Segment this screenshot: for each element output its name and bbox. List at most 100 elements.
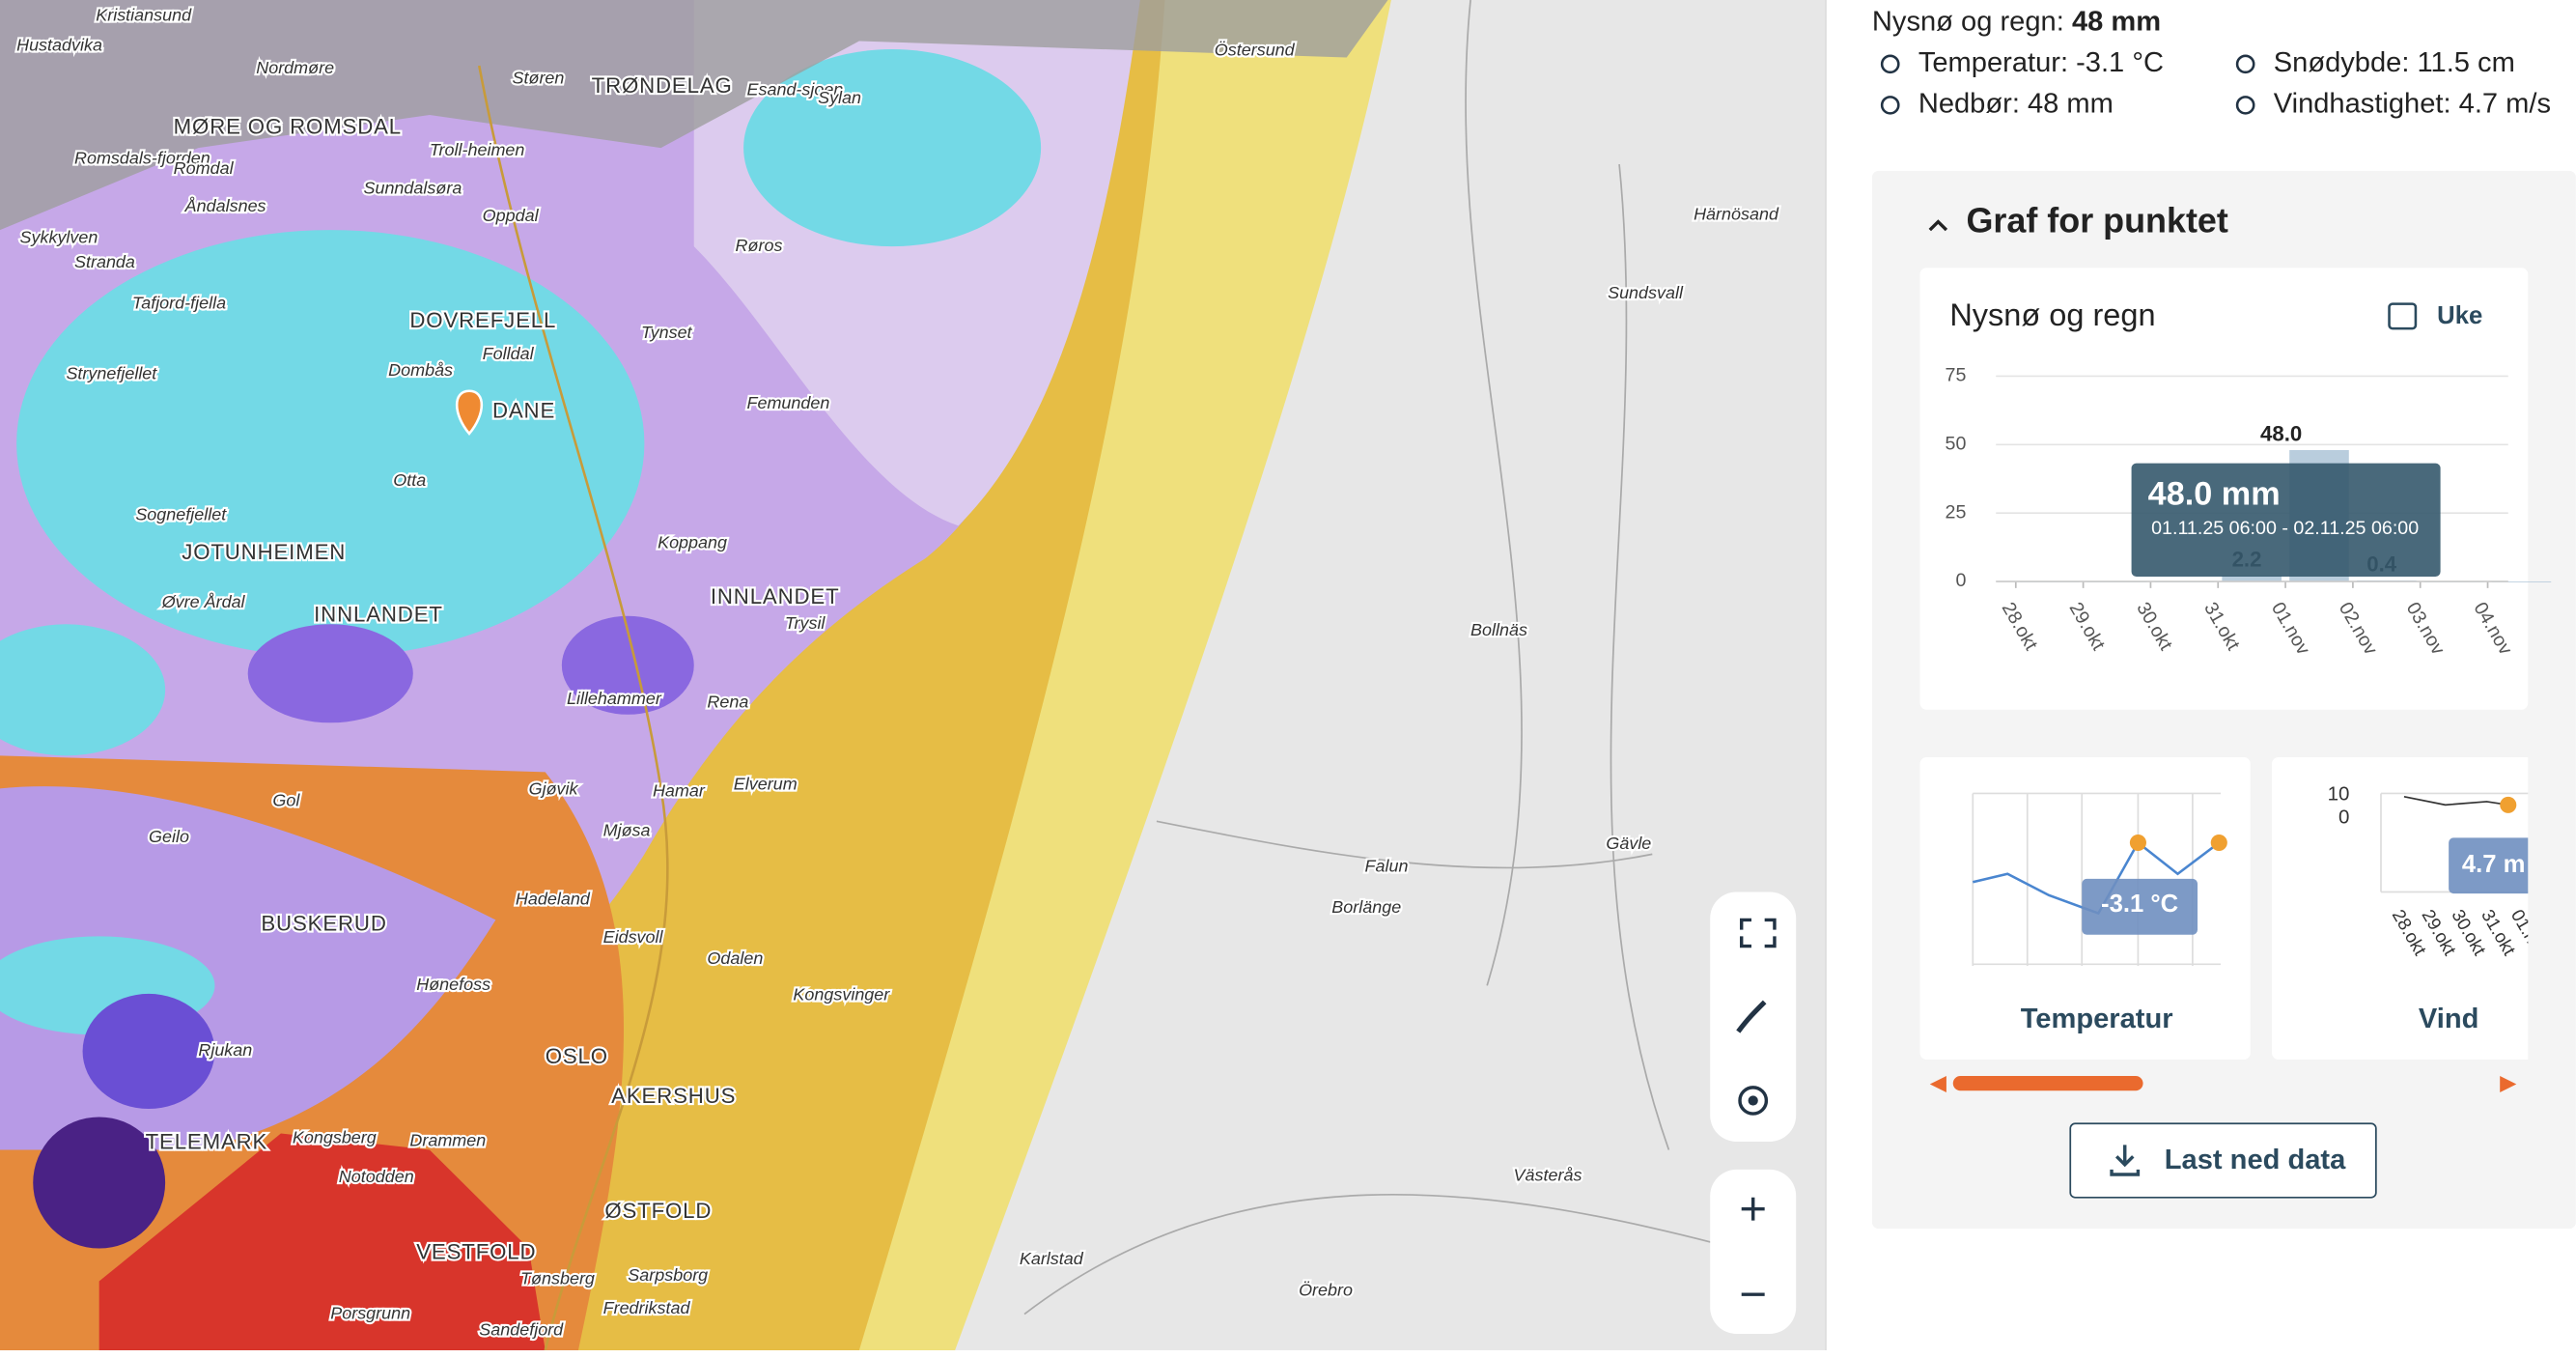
- map-label: Drammen: [409, 1131, 486, 1150]
- value-label: 48.0: [2260, 422, 2302, 446]
- summary-label: Nysnø og regn:: [1872, 7, 2064, 38]
- stat: Vindhastighet: 4.7 m/s: [2274, 89, 2551, 120]
- map-label: ØSTFOLD: [604, 1199, 712, 1223]
- map-label: Sylan: [818, 88, 861, 107]
- stats: Temperatur: -3.1 °C Nedbør: 48 mm Snødybde…: [1880, 47, 2551, 120]
- chart-title: Nysnø og regn: [1949, 297, 2155, 332]
- map-label: Femunden: [747, 393, 830, 412]
- bar: [2491, 581, 2552, 582]
- map-label: Elverum: [734, 775, 798, 794]
- map-label: Oppdal: [483, 206, 540, 225]
- temp-tooltip: -3.1 °C: [2101, 891, 2178, 918]
- map-label: VESTFOLD: [416, 1240, 536, 1264]
- map-label: Falun: [1365, 857, 1409, 876]
- wind-card[interactable]: [2272, 757, 2576, 1060]
- map-label: Geilo: [149, 827, 189, 846]
- map-label: BUSKERUD: [261, 911, 386, 935]
- y-tick-label: 50: [1946, 434, 1967, 455]
- map-label: Hamar: [653, 781, 706, 801]
- period-button[interactable]: Uke: [2437, 302, 2482, 329]
- map-label: DOVREFJELL: [409, 308, 556, 332]
- map-label: Gol: [272, 791, 300, 810]
- map-label: INNLANDET: [314, 603, 443, 627]
- map[interactable]: Kristiansund Hustadvika Nordmøre Støren TRØN…: [0, 0, 1826, 1350]
- map-label: Tønsberg: [520, 1269, 595, 1288]
- map-label: Trysil: [785, 613, 826, 633]
- map-label: Östersund: [1215, 40, 1296, 59]
- download-label: Last ned data: [2165, 1145, 2346, 1175]
- map-label: Fredrikstad: [603, 1298, 691, 1317]
- map-label: Hustadvika: [16, 35, 102, 54]
- y-tick-label: 0: [1956, 570, 1967, 591]
- stat-icon: [2235, 96, 2255, 115]
- map-label: Sognefjellet: [135, 505, 227, 524]
- map-label: Kristiansund: [96, 6, 192, 25]
- wind-tick: 10: [2328, 783, 2350, 806]
- temp-title: Temperatur: [2021, 1004, 2173, 1034]
- map-label: MØRE OG ROMSDAL: [174, 115, 402, 139]
- map-label: Dombås: [388, 360, 453, 380]
- stat: Snødybde: 11.5 cm: [2274, 47, 2515, 78]
- scrollbar[interactable]: [1952, 1075, 2143, 1091]
- wind-tooltip: 4.7 m: [2462, 851, 2526, 878]
- map-label: Odalen: [707, 948, 763, 968]
- map-label: Bollnäs: [1470, 620, 1527, 639]
- map-label: DANE: [492, 399, 555, 423]
- section-title[interactable]: Graf for punktet: [1966, 202, 2228, 240]
- map-label: OSLO: [546, 1044, 608, 1068]
- map-label: Porsgrunn: [330, 1303, 410, 1322]
- map-label: Kongsvinger: [793, 984, 890, 1004]
- map-label: Karlstad: [1020, 1249, 1084, 1268]
- map-label: Sunndalsøra: [363, 178, 462, 197]
- tooltip-period: 01.11.25 06:00 - 02.11.25 06:00: [2151, 518, 2419, 539]
- tooltip: [2131, 463, 2441, 577]
- map-label: Härnösand: [1694, 205, 1779, 224]
- map-label: Sundsvall: [1608, 283, 1684, 302]
- map-label: Eidsvoll: [603, 927, 664, 947]
- map-label: Esand-sjoen: [747, 79, 844, 99]
- map-label: Lillehammer: [567, 689, 662, 708]
- map-label: Borlänge: [1331, 897, 1401, 917]
- map-label: Øvre Årdal: [161, 592, 246, 611]
- map-label: Folldal: [483, 344, 535, 363]
- zoom-controls[interactable]: [1710, 1169, 1797, 1334]
- map-label: Gjøvik: [529, 779, 579, 799]
- map-label: Hadeland: [516, 890, 591, 909]
- stat-icon: [1880, 54, 1900, 74]
- wind-title: Vind: [2419, 1004, 2479, 1034]
- map-label: Hønefoss: [416, 975, 490, 994]
- map-label: Västerås: [1514, 1165, 1582, 1184]
- map-label: AKERSHUS: [611, 1084, 736, 1108]
- map-label: Støren: [513, 68, 565, 87]
- map-label: Romsdals-fjorden: [74, 149, 210, 168]
- map-label: INNLANDET: [711, 584, 840, 608]
- stat: Temperatur: -3.1 °C: [1918, 47, 2164, 78]
- map-label: Tynset: [641, 323, 693, 342]
- stat-icon: [1880, 96, 1900, 115]
- map-label: Gävle: [1606, 834, 1651, 853]
- map-label: Troll-heimen: [430, 140, 525, 159]
- map-label: Nordmøre: [256, 58, 334, 77]
- map-label: Sandefjord: [479, 1319, 564, 1339]
- map-label: Stranda: [74, 252, 135, 271]
- map-label: Strynefjellet: [66, 364, 157, 383]
- summary-value: 48 mm: [2072, 7, 2161, 38]
- map-label: Rjukan: [198, 1040, 252, 1060]
- map-label: Tafjord-fjella: [132, 293, 226, 312]
- map-label: Sarpsborg: [628, 1265, 708, 1285]
- map-label: JOTUNHEIMEN: [182, 540, 346, 564]
- download-button[interactable]: [2069, 1122, 2377, 1199]
- tooltip-value: 48.0 mm: [2148, 476, 2281, 513]
- map-label: Romdal: [174, 158, 235, 178]
- map-label: Mjøsa: [603, 820, 651, 839]
- map-label: Kongsberg: [293, 1127, 377, 1146]
- bar: [2222, 575, 2282, 582]
- map-label: Røros: [736, 236, 783, 255]
- wind-tick: 0: [2338, 806, 2349, 828]
- stat: Nedbør: 48 mm: [1918, 89, 2114, 120]
- map-label: Åndalsnes: [184, 196, 266, 215]
- y-tick-label: 25: [1946, 501, 1967, 523]
